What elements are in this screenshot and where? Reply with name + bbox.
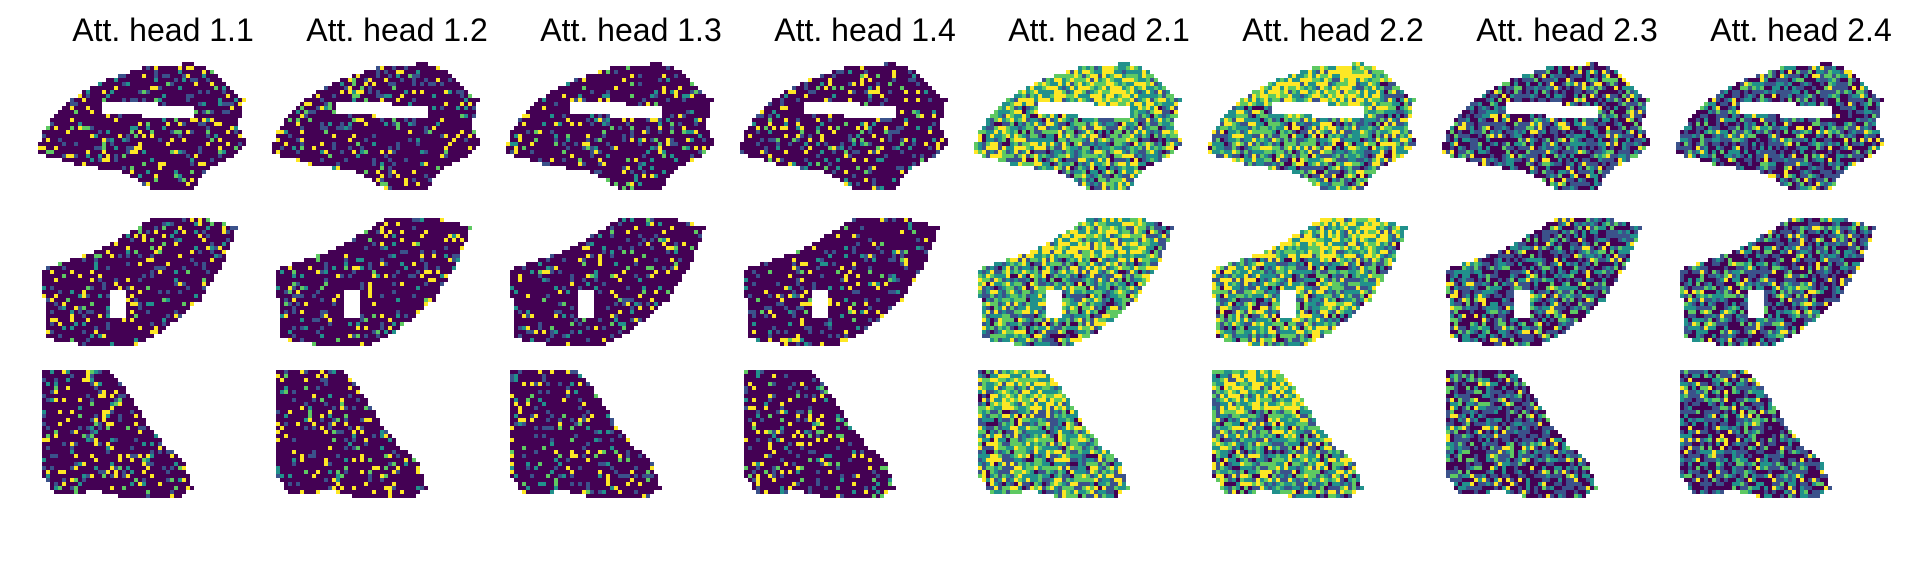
- attention-map-panel: [30, 210, 256, 350]
- heatmap-cells: [42, 370, 194, 498]
- attention-map-image: [978, 370, 1130, 498]
- heatmap-cells: [744, 370, 896, 498]
- attention-map-image: [740, 62, 948, 190]
- heatmap-cells: [1208, 62, 1416, 190]
- attention-map-image: [510, 370, 662, 498]
- attention-map-image: [1212, 218, 1408, 346]
- attention-map-image: [276, 370, 428, 498]
- column-title-head-2-2: Att. head 2.2: [1218, 12, 1448, 49]
- attention-map-image: [42, 370, 194, 498]
- attention-map-panel: [498, 210, 724, 350]
- attention-map-image: [1446, 218, 1642, 346]
- attention-map-panel: [732, 58, 958, 198]
- heatmap-cells: [1680, 218, 1876, 346]
- attention-map-image: [1212, 370, 1364, 498]
- heatmap-cells: [510, 218, 706, 346]
- heatmap-cells: [744, 218, 940, 346]
- attention-map-panel: [1434, 58, 1660, 198]
- heatmap-cells: [272, 62, 480, 190]
- column-title-head-2-4: Att. head 2.4: [1686, 12, 1916, 49]
- attention-map-panel: [264, 58, 490, 198]
- heatmap-cells: [1680, 370, 1832, 498]
- attention-map-panel: [966, 210, 1192, 350]
- attention-map-image: [42, 218, 238, 346]
- attention-map-panel: [1434, 210, 1660, 350]
- heatmap-cells: [1446, 370, 1598, 498]
- column-title-head-1-4: Att. head 1.4: [750, 12, 980, 49]
- heatmap-cells: [1212, 370, 1364, 498]
- attention-map-image: [1442, 62, 1650, 190]
- attention-map-panel: [732, 210, 958, 350]
- column-title-head-1-3: Att. head 1.3: [516, 12, 746, 49]
- attention-map-panel: [30, 362, 256, 502]
- attention-map-panel: [264, 362, 490, 502]
- column-title-head-1-2: Att. head 1.2: [282, 12, 512, 49]
- attention-map-panel: [1200, 210, 1426, 350]
- attention-map-panel: [966, 362, 1192, 502]
- attention-map-image: [1676, 62, 1884, 190]
- attention-map-image: [978, 218, 1174, 346]
- attention-map-panel: [1668, 58, 1894, 198]
- attention-map-panel: [1434, 362, 1660, 502]
- attention-map-panel: [732, 362, 958, 502]
- attention-map-panel: [264, 210, 490, 350]
- heatmap-cells: [42, 218, 238, 346]
- attention-map-panel: [498, 58, 724, 198]
- attention-map-panel: [1200, 58, 1426, 198]
- heatmap-cells: [1446, 218, 1642, 346]
- heatmap-cells: [1442, 62, 1650, 190]
- attention-map-image: [276, 218, 472, 346]
- attention-map-image: [1680, 370, 1832, 498]
- heatmap-cells: [276, 218, 472, 346]
- heatmap-cells: [276, 370, 428, 498]
- column-title-head-2-1: Att. head 2.1: [984, 12, 1214, 49]
- column-title-head-2-3: Att. head 2.3: [1452, 12, 1682, 49]
- column-title-head-1-1: Att. head 1.1: [48, 12, 278, 49]
- attention-map-panel: [1668, 362, 1894, 502]
- attention-map-image: [1680, 218, 1876, 346]
- attention-map-panel: [1200, 362, 1426, 502]
- attention-map-image: [510, 218, 706, 346]
- attention-map-panel: [966, 58, 1192, 198]
- attention-map-panel: [498, 362, 724, 502]
- heatmap-cells: [740, 62, 948, 190]
- heatmap-cells: [1676, 62, 1884, 190]
- attention-map-image: [974, 62, 1182, 190]
- heatmap-cells: [510, 370, 662, 498]
- attention-map-image: [506, 62, 714, 190]
- attention-map-panel: [30, 58, 256, 198]
- attention-map-image: [744, 370, 896, 498]
- attention-map-image: [1208, 62, 1416, 190]
- attention-map-image: [38, 62, 246, 190]
- heatmap-cells: [978, 370, 1130, 498]
- heatmap-cells: [978, 218, 1174, 346]
- attention-map-image: [272, 62, 480, 190]
- attention-map-panel: [1668, 210, 1894, 350]
- attention-map-image: [744, 218, 940, 346]
- heatmap-cells: [506, 62, 714, 190]
- heatmap-cells: [974, 62, 1182, 190]
- heatmap-cells: [1212, 218, 1408, 346]
- heatmap-cells: [38, 62, 246, 190]
- attention-map-image: [1446, 370, 1598, 498]
